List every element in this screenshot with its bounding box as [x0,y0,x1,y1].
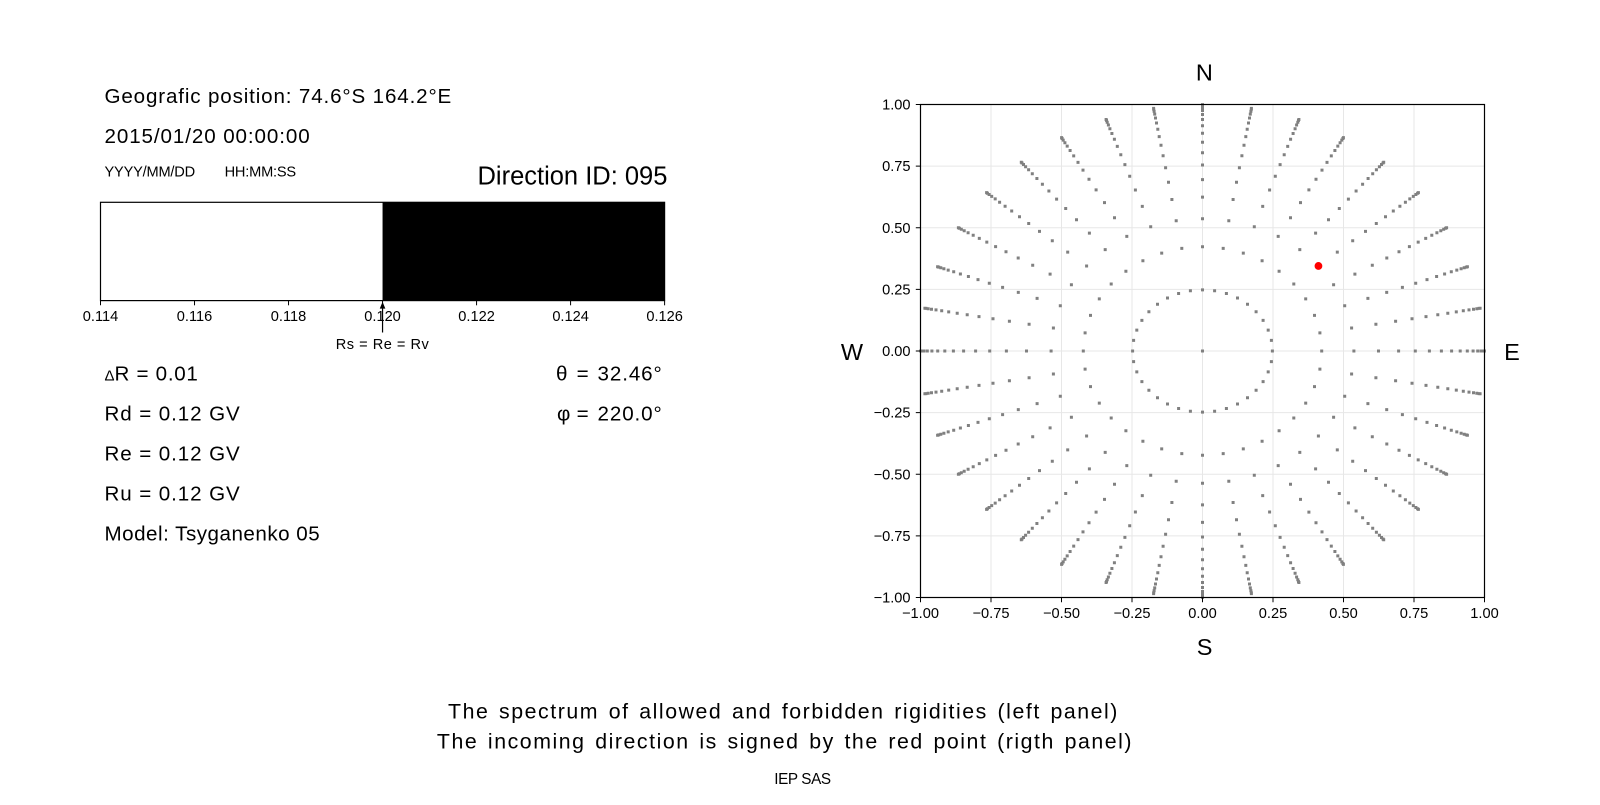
svg-text:0.50: 0.50 [1329,606,1357,622]
svg-text:1.00: 1.00 [882,98,910,114]
svg-text:2015/01/20 00:00:00: 2015/01/20 00:00:00 [105,125,311,148]
svg-text:ΔR = 0.01: ΔR = 0.01 [105,363,199,386]
svg-text:Direction ID: 095: Direction ID: 095 [478,163,668,191]
svg-text:0.124: 0.124 [552,309,589,325]
svg-text:−0.75: −0.75 [973,606,1010,622]
svg-text:0.122: 0.122 [458,309,495,325]
svg-text:−1.00: −1.00 [874,591,911,607]
svg-text:N: N [1196,60,1213,86]
svg-text:−0.50: −0.50 [1043,606,1080,622]
svg-text:0.00: 0.00 [882,344,910,360]
svg-text:Geografic position: 74.6°S 164: Geografic position: 74.6°S 164.2°E [105,85,453,108]
svg-text:0.114: 0.114 [83,309,118,325]
svg-text:0.75: 0.75 [882,159,910,175]
svg-text:S: S [1197,634,1213,660]
svg-text:0.00: 0.00 [1188,606,1216,622]
svg-text:0.126: 0.126 [646,309,683,325]
svg-text:Model: Tsyganenko 05: Model: Tsyganenko 05 [105,523,321,546]
svg-text:HH:MM:SS: HH:MM:SS [225,165,297,181]
svg-text:1.00: 1.00 [1470,606,1498,622]
svg-text:0.118: 0.118 [271,309,306,325]
svg-text:−1.00: −1.00 [902,606,939,622]
svg-text:IEP SAS: IEP SAS [774,771,831,788]
svg-text:Rs = Re = Rv: Rs = Re = Rv [336,337,430,353]
svg-text:YYYY/MM/DD: YYYY/MM/DD [105,165,195,181]
svg-text:0.75: 0.75 [1400,606,1428,622]
svg-text:φ=220.0°: φ = 220.0° [557,403,663,426]
svg-text:0.25: 0.25 [882,282,910,298]
svg-text:0.116: 0.116 [177,309,212,325]
svg-text:−0.25: −0.25 [1114,606,1151,622]
svg-text:−0.75: −0.75 [874,529,911,545]
svg-text:0.50: 0.50 [882,221,910,237]
svg-text:Re = 0.12 GV: Re = 0.12 GV [105,443,241,466]
svg-text:−0.50: −0.50 [874,467,911,483]
svg-text:Ru = 0.12 GV: Ru = 0.12 GV [105,483,241,506]
svg-text:0.25: 0.25 [1259,606,1287,622]
svg-text:Rd = 0.12 GV: Rd = 0.12 GV [105,403,241,426]
svg-text:θ=32.46°: θ = 32.46° [556,363,663,386]
svg-text:The spectrum of allowed and fo: The spectrum of allowed and forbidden ri… [448,700,1119,724]
svg-text:The incoming direction is sign: The incoming direction is signed by the … [437,730,1133,754]
svg-text:E: E [1504,339,1520,365]
svg-text:W: W [841,339,864,365]
svg-text:−0.25: −0.25 [874,406,911,422]
